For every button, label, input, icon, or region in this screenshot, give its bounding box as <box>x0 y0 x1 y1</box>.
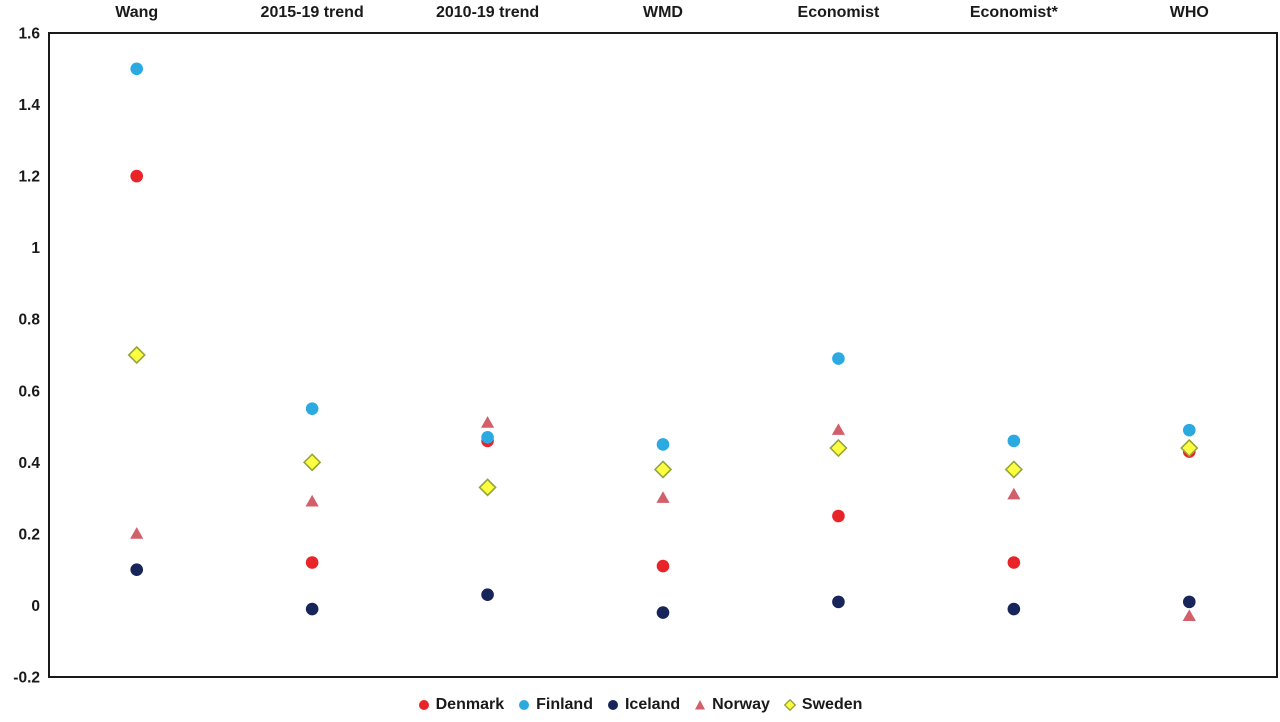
legend: Denmark Finland Iceland Norway Sweden <box>0 696 1280 714</box>
data-point-marker <box>480 416 495 428</box>
legend-item-sweden: Sweden <box>783 696 863 714</box>
y-tick-label: 1.4 <box>18 97 40 114</box>
legend-label-norway: Norway <box>712 696 770 713</box>
data-point-marker <box>1180 438 1199 458</box>
finland-circle-icon <box>519 700 530 710</box>
data-point-marker <box>127 345 146 365</box>
sweden-diamond-icon <box>783 699 796 711</box>
legend-item-finland: Finland <box>518 696 593 714</box>
legend-item-denmark: Denmark <box>418 696 504 714</box>
circle-glyph <box>418 700 429 710</box>
y-tick-label: 0.4 <box>18 455 40 472</box>
data-point-marker <box>656 606 670 619</box>
norway-triangle-icon <box>695 700 706 710</box>
data-point-marker <box>1182 609 1196 621</box>
diamond-glyph <box>783 699 796 711</box>
data-point-marker <box>831 423 846 435</box>
legend-label-denmark: Denmark <box>435 696 505 713</box>
legend-item-iceland: Iceland <box>607 696 680 714</box>
data-point-marker <box>481 430 494 444</box>
circle-glyph <box>607 700 618 710</box>
y-tick-label: -0.2 <box>13 670 40 687</box>
data-point-marker <box>1007 556 1021 569</box>
data-point-marker <box>1007 434 1021 448</box>
y-tick-label: 0.2 <box>18 526 40 543</box>
category-header: WMD <box>643 4 683 21</box>
y-tick-label: 0.8 <box>18 312 40 329</box>
y-tick-label: 1 <box>31 240 40 257</box>
data-point-marker <box>130 527 144 539</box>
data-point-marker <box>1004 460 1023 479</box>
data-point-marker <box>478 478 497 497</box>
legend-label-finland: Finland <box>536 696 593 713</box>
category-header: Economist* <box>970 4 1059 21</box>
y-tick-label: 0 <box>31 598 40 615</box>
data-point-marker <box>832 352 845 365</box>
legend-label-iceland: Iceland <box>624 696 681 713</box>
data-point-marker <box>1007 602 1021 616</box>
data-point-marker <box>832 509 845 523</box>
data-point-marker <box>829 438 848 458</box>
y-tick-label: 1.6 <box>18 26 40 43</box>
category-header: WHO <box>1170 4 1209 21</box>
data-point-marker <box>832 595 845 609</box>
data-point-marker <box>656 438 670 451</box>
data-point-marker <box>1007 487 1021 500</box>
data-point-marker <box>1182 423 1196 437</box>
category-header: Wang <box>115 4 158 21</box>
data-point-marker <box>130 62 144 76</box>
category-header: 2010-19 trend <box>436 4 539 21</box>
data-point-marker <box>656 491 670 503</box>
category-header: 2015-19 trend <box>261 4 364 21</box>
data-point-marker <box>305 494 319 507</box>
data-point-marker <box>305 402 319 415</box>
y-tick-label: 1.2 <box>18 169 40 186</box>
triangle-glyph <box>695 700 706 710</box>
data-point-marker <box>1182 595 1196 609</box>
data-point-marker <box>305 556 319 569</box>
data-point-marker <box>305 602 319 616</box>
denmark-circle-icon <box>418 700 429 710</box>
data-point-marker <box>303 453 322 472</box>
iceland-circle-icon <box>607 700 618 710</box>
data-point-marker <box>653 460 673 479</box>
circle-glyph <box>519 700 530 710</box>
data-point-marker <box>130 169 144 183</box>
legend-item-norway: Norway <box>694 696 770 714</box>
y-tick-label: 0.6 <box>18 383 40 400</box>
data-point-marker <box>130 563 144 576</box>
data-point-marker <box>481 588 494 602</box>
legend-label-sweden: Sweden <box>801 696 863 713</box>
plot-border <box>48 32 1278 678</box>
category-header: Economist <box>798 4 880 21</box>
data-point-marker <box>656 559 670 573</box>
